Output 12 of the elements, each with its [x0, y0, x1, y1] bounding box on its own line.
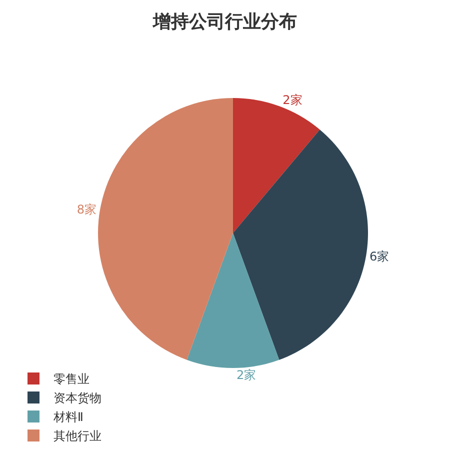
legend-label: 零售业 [54, 372, 90, 386]
legend-label: 资本货物 [54, 391, 102, 406]
data-label: 8家 [76, 202, 97, 216]
data-label: 2家 [236, 368, 256, 382]
legend-label: 其他行业 [54, 429, 102, 444]
data-label: 6家 [369, 250, 390, 264]
pie-slice [186, 233, 280, 368]
pie-slice [98, 98, 233, 360]
chart-title: 增持公司行业分布 [152, 11, 297, 32]
pie-slice [233, 130, 368, 360]
legend-label: 材料Ⅱ [52, 410, 84, 424]
data-label: 2家 [282, 92, 302, 107]
